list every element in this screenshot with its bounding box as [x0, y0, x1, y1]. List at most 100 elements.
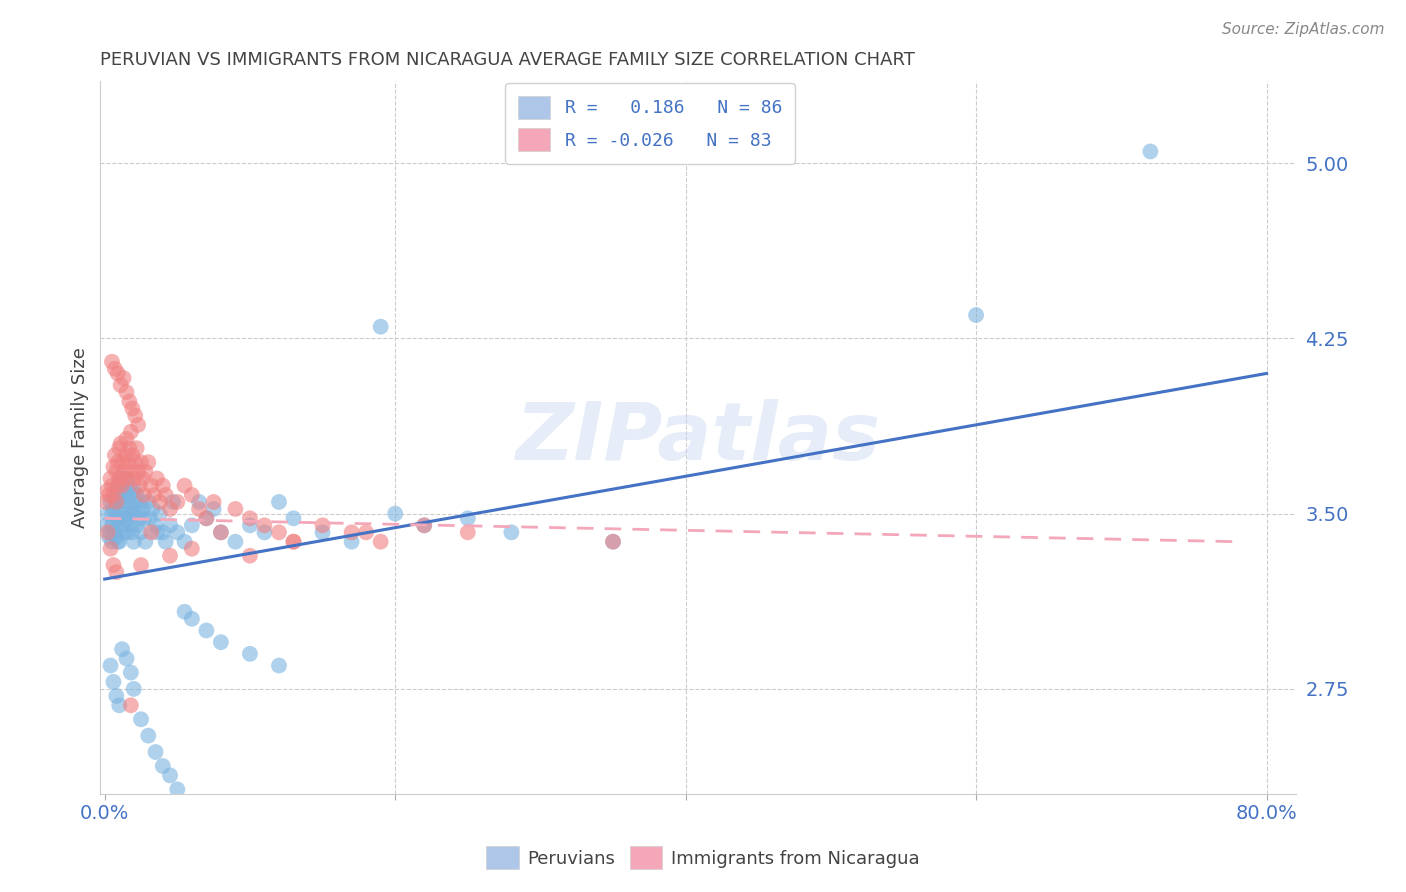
- Text: Source: ZipAtlas.com: Source: ZipAtlas.com: [1222, 22, 1385, 37]
- Point: [110, 502, 132, 516]
- Point: [202, 495, 225, 509]
- Point: [267, 525, 290, 540]
- Point: [146, 525, 169, 540]
- Point: [1139, 145, 1161, 159]
- Point: [136, 455, 159, 469]
- Point: [120, 698, 142, 713]
- Point: [188, 495, 211, 509]
- Point: [114, 488, 136, 502]
- Point: [159, 502, 181, 516]
- Point: [202, 502, 225, 516]
- Point: [101, 478, 124, 492]
- Point: [152, 478, 174, 492]
- Point: [129, 525, 152, 540]
- Point: [413, 518, 436, 533]
- Point: [124, 455, 146, 469]
- Point: [125, 441, 148, 455]
- Point: [159, 549, 181, 563]
- Point: [115, 651, 138, 665]
- Legend: R =   0.186   N = 86, R = -0.026   N = 83: R = 0.186 N = 86, R = -0.026 N = 83: [505, 83, 794, 164]
- Point: [122, 472, 145, 486]
- Point: [120, 488, 142, 502]
- Point: [267, 658, 290, 673]
- Point: [114, 448, 136, 462]
- Point: [111, 483, 134, 498]
- Point: [115, 432, 138, 446]
- Point: [107, 478, 129, 492]
- Point: [122, 681, 145, 696]
- Point: [134, 534, 156, 549]
- Point: [104, 448, 127, 462]
- Point: [195, 511, 218, 525]
- Point: [104, 495, 127, 509]
- Point: [173, 478, 195, 492]
- Point: [152, 525, 174, 540]
- Point: [121, 401, 143, 416]
- Point: [180, 518, 202, 533]
- Point: [104, 361, 127, 376]
- Point: [149, 507, 172, 521]
- Point: [501, 525, 523, 540]
- Point: [100, 525, 122, 540]
- Point: [112, 371, 135, 385]
- Point: [134, 465, 156, 479]
- Point: [128, 478, 150, 492]
- Point: [155, 488, 177, 502]
- Point: [110, 472, 132, 486]
- Point: [141, 525, 163, 540]
- Point: [122, 483, 145, 498]
- Point: [146, 472, 169, 486]
- Point: [120, 518, 142, 533]
- Point: [162, 495, 184, 509]
- Point: [127, 502, 149, 516]
- Point: [457, 525, 479, 540]
- Point: [101, 534, 124, 549]
- Point: [101, 507, 124, 521]
- Point: [105, 565, 128, 579]
- Point: [115, 472, 138, 486]
- Point: [105, 530, 128, 544]
- Point: [117, 455, 139, 469]
- Point: [180, 541, 202, 556]
- Point: [209, 525, 232, 540]
- Point: [239, 518, 262, 533]
- Point: [101, 355, 124, 369]
- Point: [195, 511, 218, 525]
- Point: [97, 507, 120, 521]
- Point: [129, 558, 152, 572]
- Point: [107, 367, 129, 381]
- Point: [283, 511, 305, 525]
- Point: [965, 308, 987, 322]
- Point: [118, 441, 141, 455]
- Point: [111, 478, 134, 492]
- Point: [166, 525, 188, 540]
- Point: [129, 712, 152, 726]
- Point: [103, 558, 125, 572]
- Point: [96, 495, 118, 509]
- Point: [108, 698, 131, 713]
- Point: [108, 534, 131, 549]
- Point: [180, 488, 202, 502]
- Point: [132, 488, 155, 502]
- Point: [111, 518, 134, 533]
- Point: [122, 534, 145, 549]
- Point: [120, 665, 142, 680]
- Point: [100, 541, 122, 556]
- Point: [103, 502, 125, 516]
- Point: [283, 534, 305, 549]
- Point: [108, 511, 131, 525]
- Point: [141, 478, 163, 492]
- Point: [340, 534, 363, 549]
- Point: [100, 495, 122, 509]
- Point: [125, 518, 148, 533]
- Point: [159, 768, 181, 782]
- Point: [103, 488, 125, 502]
- Point: [108, 495, 131, 509]
- Point: [155, 534, 177, 549]
- Point: [108, 441, 131, 455]
- Point: [239, 647, 262, 661]
- Point: [127, 465, 149, 479]
- Point: [370, 319, 392, 334]
- Point: [120, 465, 142, 479]
- Point: [115, 495, 138, 509]
